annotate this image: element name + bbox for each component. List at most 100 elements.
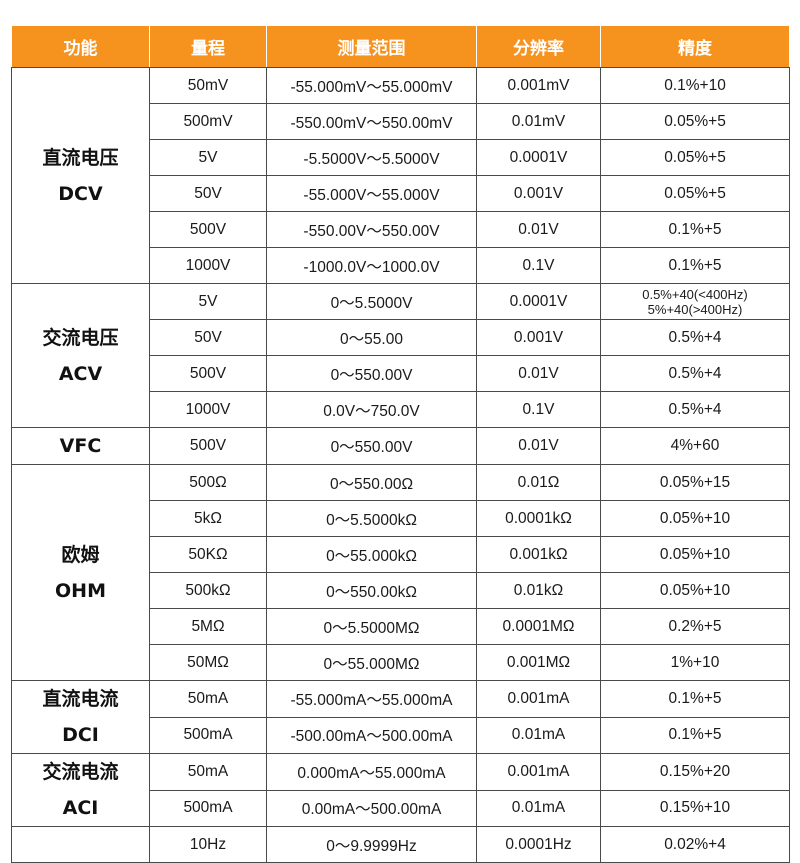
range-cell: 500mA xyxy=(149,789,267,827)
table-row: 欧姆 OHM 500Ω 0～550.00Ω 0.01Ω 0.05%+15 xyxy=(11,464,790,681)
table-row: 直流电流 DCI 50mA -55.000mA～55.000mA 0.001mA… xyxy=(11,680,790,754)
table-row: 5V -5.5000V～5.5000V 0.0001V 0.05%+5 xyxy=(12,139,790,176)
accuracy-cell: 0.5%+4 xyxy=(600,319,790,356)
spec-table: 功能 量程 测量范围 分辨率 精度 直流电压 DCV 50mV -55.000m… xyxy=(11,25,790,863)
accuracy-cell: 0.05%+10 xyxy=(600,500,790,537)
span-cell: 0～550.00Ω xyxy=(266,464,477,501)
accuracy-cell: 0.1%+5 xyxy=(600,211,790,248)
resolution-cell: 0.0001Hz xyxy=(476,826,601,863)
table-row: 交流电流 ACI 50mA 0.000mA～55.000mA 0.001mA 0… xyxy=(11,753,790,827)
span-cell: -550.00V～550.00V xyxy=(266,211,477,248)
span-cell: 0.000mA～55.000mA xyxy=(266,753,477,791)
range-cell: 500V xyxy=(149,427,267,465)
resolution-cell: 0.1V xyxy=(476,247,601,284)
span-cell: -55.000mA～55.000mA xyxy=(266,680,477,718)
range-cell: 1000V xyxy=(149,391,267,428)
range-cell: 500Ω xyxy=(149,464,267,501)
accuracy-cell: 0.05%+5 xyxy=(600,139,790,176)
span-cell: 0～550.00kΩ xyxy=(266,572,477,609)
accuracy-cell: 0.15%+10 xyxy=(600,789,790,827)
range-cell: 50KΩ xyxy=(149,536,267,573)
accuracy-cell: 4%+60 xyxy=(600,427,790,465)
accuracy-cell: 0.1%+5 xyxy=(600,716,790,754)
span-cell: 0～55.00 xyxy=(266,319,477,356)
table-row: 500V 0～550.00V 0.01V 0.5%+4 xyxy=(12,355,790,392)
accuracy-cell: 0.5%+4 xyxy=(600,391,790,428)
table-row: 50V -55.000V～55.000V 0.001V 0.05%+5 xyxy=(12,175,790,212)
accuracy-cell: 0.1%+5 xyxy=(600,680,790,718)
table-row: 50MΩ 0～55.000MΩ 0.001MΩ 1%+10 xyxy=(12,644,790,681)
resolution-cell: 0.01mA xyxy=(476,716,601,754)
table-row: 10Hz 0～9.9999Hz 0.0001Hz 0.02%+4 xyxy=(11,826,790,863)
span-cell: 0～9.9999Hz xyxy=(266,826,477,863)
function-name: 欧姆 xyxy=(61,543,100,566)
range-cell: 500mV xyxy=(149,103,267,140)
function-name: 交流电流 xyxy=(42,761,119,783)
span-cell: 0～5.5000V xyxy=(266,283,477,320)
function-code: DCV xyxy=(58,182,103,205)
header-accuracy: 精度 xyxy=(600,25,790,68)
table-row: 50V 0～55.00 0.001V 0.5%+4 xyxy=(12,319,790,356)
accuracy-cell: 0.05%+10 xyxy=(600,536,790,573)
accuracy-cell: 0.15%+20 xyxy=(600,753,790,791)
accuracy-cell: 0.1%+5 xyxy=(600,247,790,284)
table-row: 直流电压 DCV 50mV -55.000mV～55.000mV 0.001mV… xyxy=(11,67,790,284)
table-row: 500kΩ 0～550.00kΩ 0.01kΩ 0.05%+10 xyxy=(12,572,790,609)
span-cell: 0～5.5000MΩ xyxy=(266,608,477,645)
range-cell: 5V xyxy=(149,139,267,176)
accuracy-cell: 0.5%+40(<400Hz) 5%+40(>400Hz) xyxy=(600,283,790,320)
header-row: 功能 量程 测量范围 分辨率 精度 xyxy=(11,25,790,68)
function-cell-vfc: VFC xyxy=(11,427,150,465)
span-cell: 0～55.000kΩ xyxy=(266,536,477,573)
header-function: 功能 xyxy=(11,25,150,68)
range-cell: 50mA xyxy=(149,753,267,791)
function-cell-frequency xyxy=(11,826,150,863)
resolution-cell: 0.01V xyxy=(476,427,601,465)
range-cell: 50MΩ xyxy=(149,644,267,681)
accuracy-cell: 1%+10 xyxy=(600,644,790,681)
range-cell: 50mA xyxy=(149,680,267,718)
resolution-cell: 0.001mV xyxy=(476,67,601,104)
accuracy-cell: 0.5%+4 xyxy=(600,355,790,392)
table-row: 5MΩ 0～5.5000MΩ 0.0001MΩ 0.2%+5 xyxy=(12,608,790,645)
accuracy-cell: 0.05%+15 xyxy=(600,464,790,501)
accuracy-cell: 0.05%+5 xyxy=(600,103,790,140)
resolution-cell: 0.001kΩ xyxy=(476,536,601,573)
span-cell: 0～55.000MΩ xyxy=(266,644,477,681)
range-cell: 5kΩ xyxy=(149,500,267,537)
span-cell: -500.00mA～500.00mA xyxy=(266,716,477,754)
resolution-cell: 0.01mV xyxy=(476,103,601,140)
resolution-cell: 0.001MΩ xyxy=(476,644,601,681)
table-row: 500V -550.00V～550.00V 0.01V 0.1%+5 xyxy=(12,211,790,248)
range-cell: 5MΩ xyxy=(149,608,267,645)
resolution-cell: 0.0001V xyxy=(476,139,601,176)
table-row: 500mV -550.00mV～550.00mV 0.01mV 0.05%+5 xyxy=(12,103,790,140)
resolution-cell: 0.001V xyxy=(476,175,601,212)
accuracy-cell: 0.2%+5 xyxy=(600,608,790,645)
function-name: 直流电流 xyxy=(42,688,119,710)
resolution-cell: 0.01V xyxy=(476,211,601,248)
accuracy-cell: 0.1%+10 xyxy=(600,67,790,104)
resolution-cell: 0.1V xyxy=(476,391,601,428)
function-cell-ohm: 欧姆 OHM xyxy=(11,464,150,681)
function-name: 直流电压 xyxy=(42,146,119,169)
span-cell: -5.5000V～5.5000V xyxy=(266,139,477,176)
accuracy-line-low-freq: 0.5%+40(<400Hz) xyxy=(642,286,748,302)
function-name: VFC xyxy=(59,435,102,457)
span-cell: -550.00mV～550.00mV xyxy=(266,103,477,140)
function-cell-dcv: 直流电压 DCV xyxy=(11,67,150,284)
resolution-cell: 0.01Ω xyxy=(476,464,601,501)
resolution-cell: 0.001V xyxy=(476,319,601,356)
range-cell: 5V xyxy=(149,283,267,320)
function-name: 交流电压 xyxy=(42,326,119,349)
header-resolution: 分辨率 xyxy=(476,25,601,68)
span-cell: -1000.0V～1000.0V xyxy=(266,247,477,284)
table-row: 1000V 0.0V～750.0V 0.1V 0.5%+4 xyxy=(12,391,790,428)
accuracy-cell: 0.02%+4 xyxy=(600,826,790,863)
span-cell: -55.000V～55.000V xyxy=(266,175,477,212)
resolution-cell: 0.0001V xyxy=(476,283,601,320)
range-cell: 50V xyxy=(149,319,267,356)
span-cell: 0～550.00V xyxy=(266,427,477,465)
span-cell: 0.00mA～500.00mA xyxy=(266,789,477,827)
accuracy-cell: 0.05%+10 xyxy=(600,572,790,609)
